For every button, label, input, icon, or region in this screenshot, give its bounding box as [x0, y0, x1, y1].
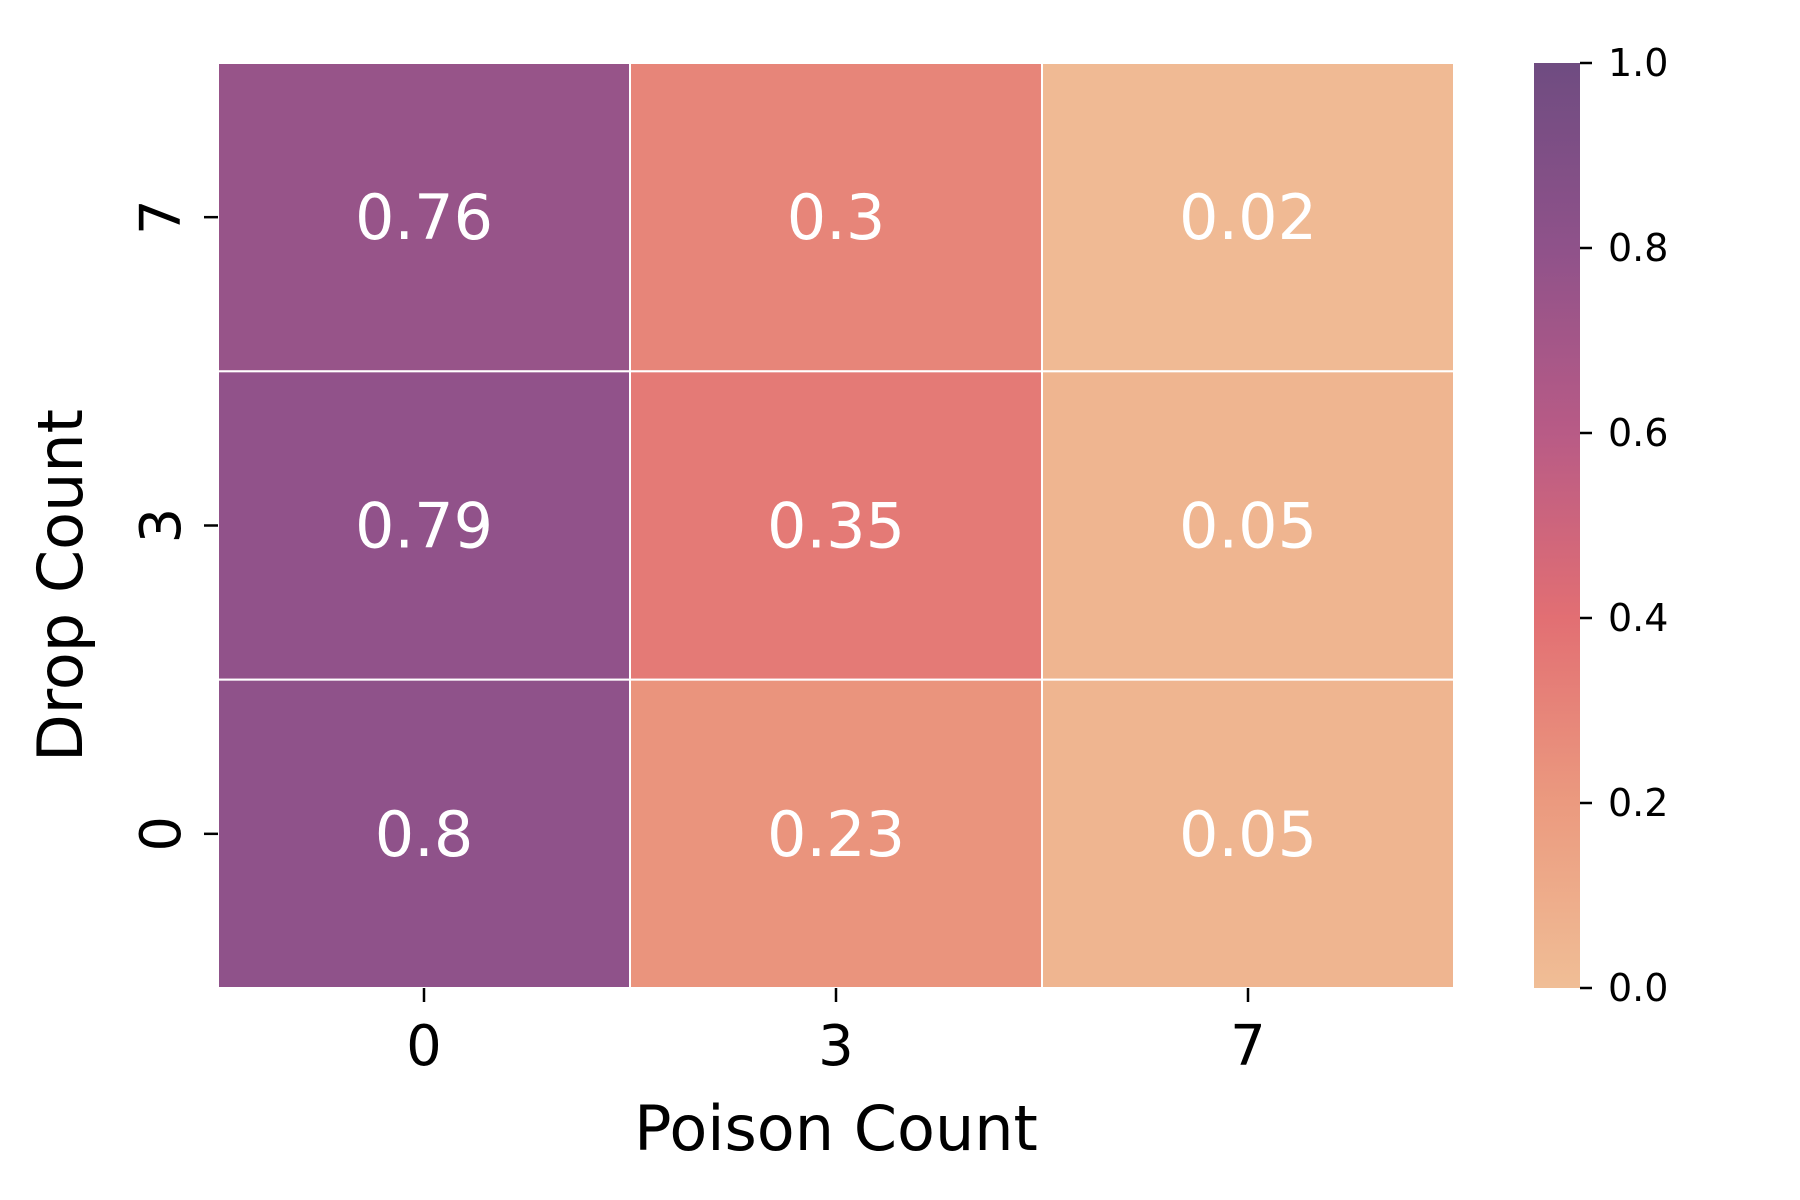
- x-axis: 0 3 7: [406, 988, 1266, 1079]
- heatmap-cell-label: 0.35: [767, 490, 905, 563]
- y-axis-label: Drop Count: [24, 409, 97, 762]
- y-tick-label: 0: [129, 816, 194, 852]
- colorbar: 0.0 0.2 0.4 0.6 0.8 1.0: [1534, 41, 1668, 1010]
- heatmap-cell: [1041, 62, 1455, 373]
- heatmap-cell: [217, 678, 631, 990]
- y-tick-label: 7: [129, 199, 194, 235]
- x-tick-label: 0: [406, 1014, 442, 1079]
- heatmap-cell-label: 0.8: [375, 798, 474, 871]
- heatmap-cell: [217, 370, 631, 681]
- heatmap-cells: [217, 62, 1455, 990]
- heatmap-cell-label: 0.79: [355, 490, 493, 563]
- heatmap-cell-label: 0.76: [355, 181, 493, 254]
- colorbar-tick-label: 0.6: [1608, 411, 1668, 455]
- heatmap-cell-label: 0.05: [1179, 798, 1317, 871]
- x-tick-label: 7: [1230, 1014, 1266, 1079]
- colorbar-tick-label: 1.0: [1608, 41, 1668, 85]
- x-axis-label: Poison Count: [634, 1092, 1038, 1165]
- heatmap-cell-label: 0.05: [1179, 490, 1317, 563]
- heatmap-cell: [629, 678, 1043, 990]
- heatmap-cell: [629, 62, 1043, 373]
- y-axis: 7 3 0: [129, 199, 218, 852]
- colorbar-tick-label: 0.8: [1608, 226, 1668, 270]
- heatmap-cell: [217, 62, 631, 373]
- colorbar-gradient: [1534, 63, 1580, 988]
- heatmap-cell-label: 0.3: [787, 181, 886, 254]
- colorbar-tick-label: 0.2: [1608, 781, 1668, 825]
- y-tick-label: 3: [129, 508, 194, 544]
- heatmap-cell-label: 0.02: [1179, 181, 1317, 254]
- colorbar-tick-label: 0.0: [1608, 966, 1668, 1010]
- heatmap-cell: [1041, 370, 1455, 681]
- colorbar-tick-label: 0.4: [1608, 596, 1668, 640]
- heatmap-cell: [629, 370, 1043, 681]
- x-tick-label: 3: [818, 1014, 854, 1079]
- heatmap-cell-label: 0.23: [767, 798, 905, 871]
- heatmap-cell-labels: 0.76 0.3 0.02 0.79 0.35 0.05 0.8 0.23 0.05: [355, 181, 1317, 871]
